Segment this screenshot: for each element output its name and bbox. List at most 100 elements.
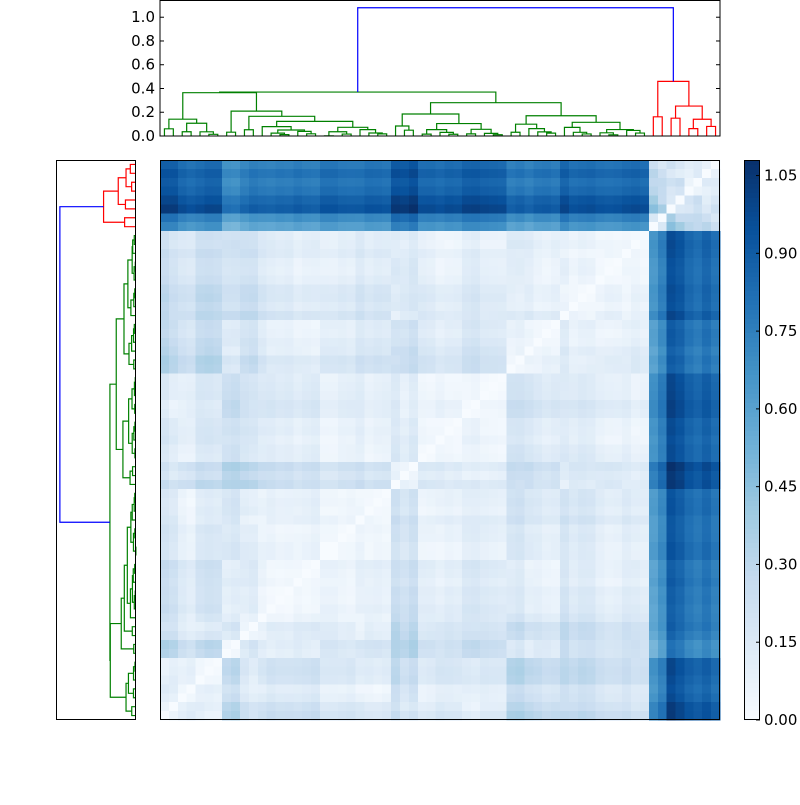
heatmap-cell: [178, 391, 187, 400]
heatmap-cell: [276, 284, 285, 293]
heatmap-cell: [204, 507, 213, 516]
heatmap-cell: [693, 231, 702, 240]
heatmap-cell: [418, 587, 427, 596]
heatmap-cell: [569, 604, 578, 613]
heatmap-cell: [302, 453, 311, 462]
heatmap-cell: [276, 702, 285, 711]
heatmap-cell: [693, 284, 702, 293]
heatmap-cell: [284, 640, 293, 649]
heatmap-cell: [640, 409, 649, 418]
heatmap-cell: [560, 427, 569, 436]
y-tick-label: 0.4: [131, 79, 155, 97]
heatmap-cell: [240, 311, 249, 320]
heatmap-cell: [240, 711, 249, 720]
heatmap-cell: [373, 578, 382, 587]
heatmap-cell: [391, 711, 400, 720]
heatmap-cell: [311, 267, 320, 276]
heatmap-cell: [364, 569, 373, 578]
heatmap-cell: [684, 613, 693, 622]
heatmap-cell: [258, 640, 267, 649]
heatmap-cell: [213, 187, 222, 196]
heatmap-cell: [613, 551, 622, 560]
heatmap-cell: [604, 364, 613, 373]
heatmap-cell: [560, 507, 569, 516]
heatmap-cell: [524, 240, 533, 249]
heatmap-cell: [356, 596, 365, 605]
colorbar-gradient-segment: [744, 491, 760, 496]
heatmap-cell: [693, 622, 702, 631]
heatmap-cell: [178, 293, 187, 302]
heatmap-cell: [284, 471, 293, 480]
heatmap-cell: [409, 302, 418, 311]
heatmap-cell: [187, 356, 196, 365]
heatmap-cell: [204, 533, 213, 542]
heatmap-cell: [542, 347, 551, 356]
heatmap-cell: [240, 507, 249, 516]
heatmap-cell: [702, 542, 711, 551]
heatmap-cell: [338, 613, 347, 622]
heatmap-cell: [302, 338, 311, 347]
heatmap-cell: [249, 676, 258, 685]
heatmap-cell: [622, 400, 631, 409]
heatmap-cell: [684, 400, 693, 409]
heatmap-cell: [347, 507, 356, 516]
heatmap-cell: [311, 258, 320, 267]
heatmap-cell: [267, 382, 276, 391]
heatmap-cell: [444, 667, 453, 676]
heatmap-cell: [178, 702, 187, 711]
heatmap-cell: [542, 187, 551, 196]
heatmap-cell: [498, 587, 507, 596]
heatmap-cell: [524, 178, 533, 187]
heatmap-cell: [258, 382, 267, 391]
heatmap-cell: [578, 311, 587, 320]
heatmap-cell: [542, 356, 551, 365]
heatmap-cell: [204, 560, 213, 569]
heatmap-cell: [267, 622, 276, 631]
heatmap-cell: [240, 569, 249, 578]
heatmap-cell: [444, 613, 453, 622]
heatmap-cell: [187, 587, 196, 596]
heatmap-cell: [578, 533, 587, 542]
heatmap-cell: [507, 640, 516, 649]
heatmap-cell: [498, 711, 507, 720]
heatmap-cell: [676, 578, 685, 587]
heatmap-cell: [471, 267, 480, 276]
heatmap-cell: [178, 213, 187, 222]
heatmap-cell: [204, 471, 213, 480]
heatmap-cell: [516, 516, 525, 525]
heatmap-cell: [231, 613, 240, 622]
heatmap-cell: [711, 516, 720, 525]
heatmap-cell: [293, 471, 302, 480]
heatmap-cell: [658, 560, 667, 569]
heatmap-cell: [222, 338, 231, 347]
heatmap-cell: [516, 338, 525, 347]
heatmap-cell: [391, 622, 400, 631]
heatmap-cell: [587, 196, 596, 205]
heatmap-cell: [160, 489, 169, 498]
heatmap-cell: [453, 356, 462, 365]
heatmap-cell: [373, 329, 382, 338]
heatmap-cell: [631, 284, 640, 293]
heatmap-cell: [569, 267, 578, 276]
heatmap-cell: [453, 364, 462, 373]
heatmap-cell: [542, 338, 551, 347]
heatmap-cell: [462, 293, 471, 302]
heatmap-cell: [578, 284, 587, 293]
heatmap-cell: [213, 409, 222, 418]
heatmap-cell: [507, 222, 516, 231]
heatmap-cell: [338, 356, 347, 365]
heatmap-cell: [276, 391, 285, 400]
heatmap-cell: [667, 400, 676, 409]
colorbar-gradient-segment: [744, 599, 760, 604]
heatmap-cell: [258, 311, 267, 320]
heatmap-cell: [533, 667, 542, 676]
heatmap-cell: [382, 480, 391, 489]
heatmap-cell: [427, 382, 436, 391]
heatmap-cell: [204, 240, 213, 249]
heatmap-cell: [293, 400, 302, 409]
heatmap-cell: [418, 231, 427, 240]
heatmap-cell: [516, 560, 525, 569]
heatmap-cell: [498, 631, 507, 640]
heatmap-cell: [596, 169, 605, 178]
heatmap-cell: [427, 649, 436, 658]
